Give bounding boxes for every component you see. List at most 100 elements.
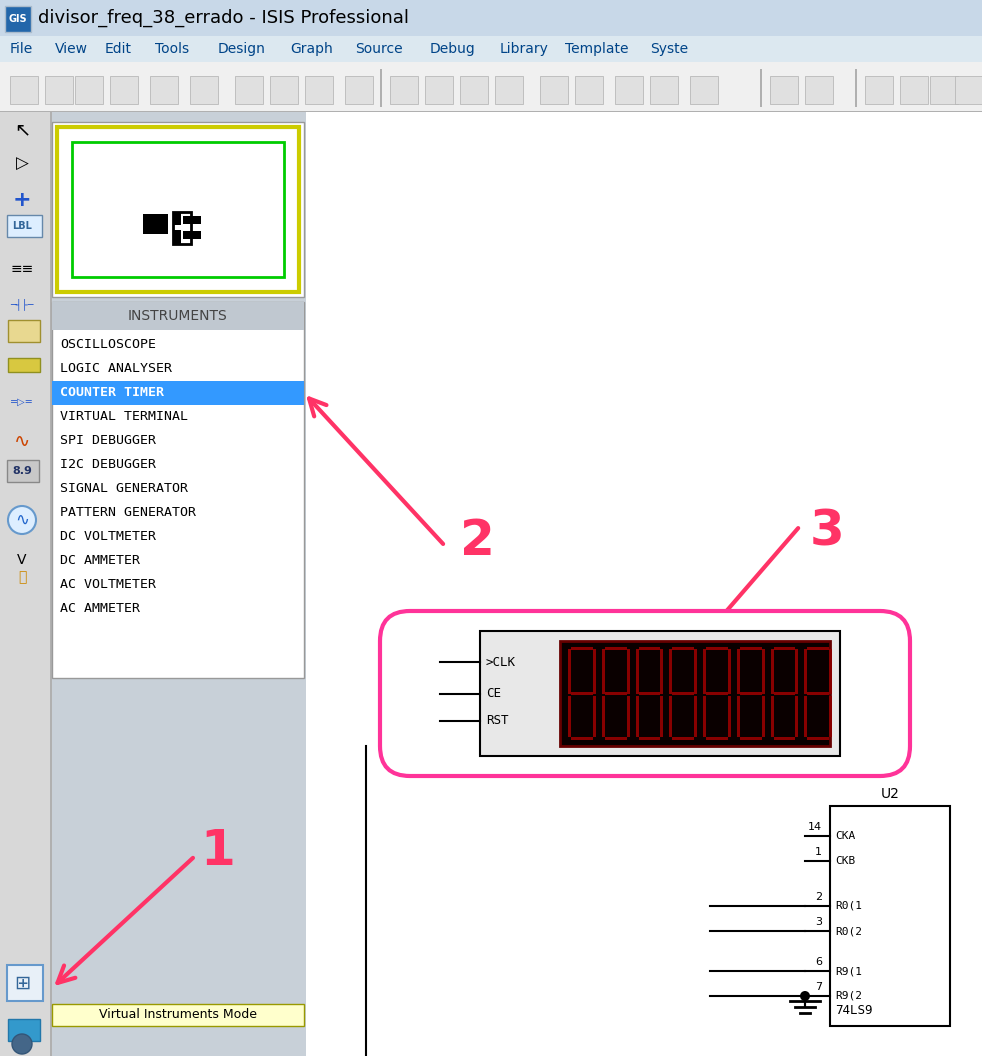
Bar [183, 231, 201, 239]
Text: SIGNAL GENERATOR: SIGNAL GENERATOR [60, 483, 188, 495]
Text: ∿: ∿ [15, 511, 28, 529]
Text: 2: 2 [815, 892, 822, 902]
Bar [830, 806, 950, 1026]
Bar [568, 696, 571, 737]
Bar [694, 649, 697, 694]
Bar [345, 76, 373, 103]
Text: INSTRUMENTS: INSTRUMENTS [128, 309, 228, 323]
Text: Graph: Graph [290, 42, 333, 56]
Bar [900, 76, 928, 103]
Text: PATTERN GENERATOR: PATTERN GENERATOR [60, 507, 196, 520]
Bar [703, 649, 706, 694]
Bar [306, 746, 982, 1056]
Bar [703, 696, 706, 737]
Circle shape [800, 991, 810, 1001]
Text: RST: RST [486, 715, 509, 728]
Circle shape [8, 506, 36, 534]
Bar [173, 213, 181, 225]
Bar [615, 76, 643, 103]
Bar [706, 647, 728, 650]
Bar [540, 76, 568, 103]
Bar [670, 696, 673, 737]
Text: 74LS9: 74LS9 [835, 1004, 872, 1018]
Bar [235, 76, 263, 103]
Bar [673, 647, 694, 650]
Bar [270, 76, 298, 103]
Text: GIS: GIS [8, 14, 27, 24]
Text: CKA: CKA [835, 831, 855, 841]
Bar [183, 216, 201, 224]
Bar [760, 69, 762, 107]
Text: Design: Design [218, 42, 266, 56]
Bar [57, 127, 299, 293]
Bar [305, 76, 333, 103]
Bar [739, 647, 762, 650]
Text: R0(2: R0(2 [835, 926, 862, 936]
Bar [571, 647, 593, 650]
Bar [480, 631, 840, 756]
Bar [774, 692, 795, 695]
Bar [45, 76, 73, 103]
Text: 1: 1 [200, 827, 235, 875]
Bar [829, 649, 832, 694]
Text: >CLK: >CLK [486, 656, 516, 668]
Bar [670, 649, 673, 694]
Text: R9(2: R9(2 [835, 991, 862, 1001]
Text: Edit: Edit [105, 42, 132, 56]
Bar [173, 212, 191, 244]
Bar [143, 214, 168, 234]
Bar [10, 76, 38, 103]
Bar [736, 649, 739, 694]
Bar [694, 696, 697, 737]
Bar [5, 6, 31, 32]
Text: Template: Template [565, 42, 628, 56]
Bar [602, 696, 605, 737]
Bar [739, 692, 762, 695]
Bar [795, 649, 798, 694]
Bar [638, 737, 660, 740]
Bar [955, 76, 982, 103]
Bar [635, 649, 638, 694]
Bar [495, 76, 523, 103]
Text: divisor_freq_38_errado - ISIS Professional: divisor_freq_38_errado - ISIS Profession… [38, 8, 409, 27]
Text: AC AMMETER: AC AMMETER [60, 603, 140, 616]
Bar [930, 76, 958, 103]
Bar [638, 647, 660, 650]
Text: ⊞: ⊞ [14, 974, 30, 993]
Text: R0(1: R0(1 [835, 901, 862, 911]
Text: SPI DEBUGGER: SPI DEBUGGER [60, 434, 156, 448]
Bar [739, 737, 762, 740]
Text: I2C DEBUGGER: I2C DEBUGGER [60, 458, 156, 471]
Text: 14: 14 [808, 822, 822, 832]
Bar [75, 76, 103, 103]
Bar [638, 692, 660, 695]
Bar [770, 76, 798, 103]
Bar [560, 641, 830, 746]
Bar [0, 36, 982, 62]
Bar [150, 76, 178, 103]
Bar [0, 112, 50, 1056]
Text: LBL: LBL [12, 221, 32, 231]
Text: 3: 3 [810, 507, 845, 555]
Text: 8.9: 8.9 [12, 466, 32, 476]
Bar [660, 649, 663, 694]
Bar [390, 76, 418, 103]
Bar [0, 0, 982, 36]
Bar [771, 696, 774, 737]
Text: Tools: Tools [155, 42, 190, 56]
Bar [7, 965, 43, 1001]
Text: 7: 7 [815, 982, 822, 992]
Bar [0, 112, 982, 1056]
Bar [627, 696, 629, 737]
Text: 2: 2 [460, 517, 495, 565]
Bar [173, 230, 181, 244]
Text: ⌒: ⌒ [18, 570, 27, 584]
Text: +: + [13, 190, 31, 210]
Bar [807, 647, 829, 650]
Bar [805, 76, 833, 103]
Bar [635, 696, 638, 737]
Bar [774, 737, 795, 740]
Bar [771, 649, 774, 694]
Bar [855, 69, 857, 107]
Bar [774, 647, 795, 650]
